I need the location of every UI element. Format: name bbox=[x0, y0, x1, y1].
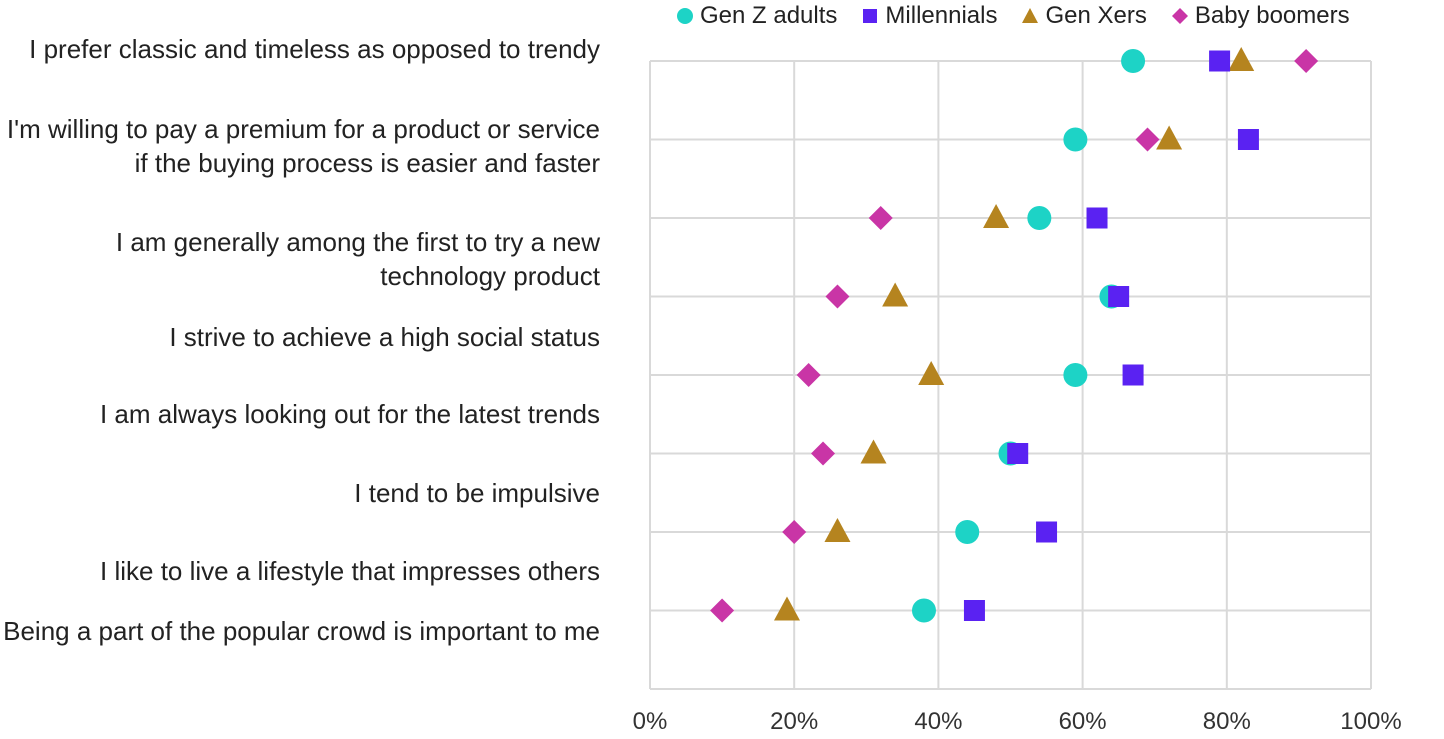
category-label: I prefer classic and timeless as opposed… bbox=[29, 34, 600, 64]
x-tick-label: 20% bbox=[770, 708, 818, 735]
data-point-square bbox=[1237, 129, 1259, 150]
data-point-triangle bbox=[882, 282, 909, 307]
legend-item: Gen Z adults bbox=[676, 2, 837, 30]
data-point-circle bbox=[1063, 363, 1088, 387]
x-tick-label: 60% bbox=[1059, 708, 1107, 735]
data-point-circle bbox=[955, 520, 980, 544]
legend-item: Baby boomers bbox=[1171, 2, 1350, 30]
x-tick-label: 80% bbox=[1203, 708, 1251, 735]
data-point-square bbox=[1209, 50, 1231, 72]
legend-label: Gen Xers bbox=[1045, 2, 1147, 29]
data-point-triangle bbox=[1228, 47, 1255, 71]
legend-marker-diamond bbox=[1171, 8, 1188, 24]
data-point-square bbox=[963, 600, 985, 621]
category-label: I tend to be impulsive bbox=[354, 478, 600, 508]
legend-label: Millennials bbox=[885, 2, 998, 29]
data-point-diamond bbox=[782, 520, 807, 544]
data-point-square bbox=[1122, 364, 1144, 386]
category-label: Being a part of the popular crowd is imp… bbox=[3, 616, 600, 646]
legend-item: Gen Xers bbox=[1021, 2, 1147, 30]
category-label: I strive to achieve a high social status bbox=[169, 322, 600, 352]
data-point-triangle bbox=[824, 518, 851, 542]
data-point-square bbox=[1007, 443, 1029, 464]
data-point-triangle bbox=[983, 204, 1010, 228]
category-label: I am generally among the first to try a … bbox=[115, 227, 600, 291]
category-label: I am always looking out for the latest t… bbox=[99, 399, 600, 429]
legend-label: Gen Z adults bbox=[700, 2, 838, 29]
data-point-circle bbox=[1121, 49, 1146, 73]
legend-item: Millennials bbox=[861, 2, 997, 30]
x-tick-label: 40% bbox=[914, 708, 962, 735]
data-point-triangle bbox=[918, 361, 945, 385]
data-point-diamond bbox=[1294, 49, 1319, 73]
data-point-square bbox=[1108, 286, 1130, 307]
data-point-circle bbox=[911, 598, 936, 623]
data-point-triangle bbox=[773, 596, 800, 621]
data-point-diamond bbox=[825, 284, 850, 309]
legend-marker-circle bbox=[677, 8, 693, 24]
data-point-circle bbox=[1063, 127, 1088, 152]
x-axis-ticks: 0% 20% 40% 60% 80% 100% bbox=[633, 708, 1402, 735]
category-label: I like to live a lifestyle that impresse… bbox=[100, 556, 600, 586]
data-point-diamond bbox=[868, 206, 893, 230]
data-point-diamond bbox=[811, 441, 836, 466]
category-label: I'm willing to pay a premium for a produ… bbox=[6, 114, 600, 178]
chart-gridlines bbox=[649, 60, 1372, 690]
data-point-diamond bbox=[1135, 127, 1160, 152]
chart-points bbox=[710, 47, 1319, 623]
data-point-triangle bbox=[860, 439, 887, 464]
data-point-diamond bbox=[796, 363, 821, 387]
data-point-triangle bbox=[1156, 125, 1183, 150]
x-tick-label: 100% bbox=[1340, 708, 1401, 735]
chart-legend: Gen Z adults Millennials Gen Xers Baby boom… bbox=[676, 2, 1374, 30]
legend-label: Baby boomers bbox=[1194, 2, 1350, 29]
x-tick-label: 0% bbox=[633, 708, 668, 735]
legend-marker-triangle bbox=[1022, 8, 1039, 23]
data-point-square bbox=[1086, 207, 1108, 229]
data-point-circle bbox=[1027, 206, 1052, 230]
data-point-square bbox=[1036, 521, 1058, 543]
legend-marker-square bbox=[863, 9, 878, 23]
data-point-diamond bbox=[710, 598, 735, 623]
